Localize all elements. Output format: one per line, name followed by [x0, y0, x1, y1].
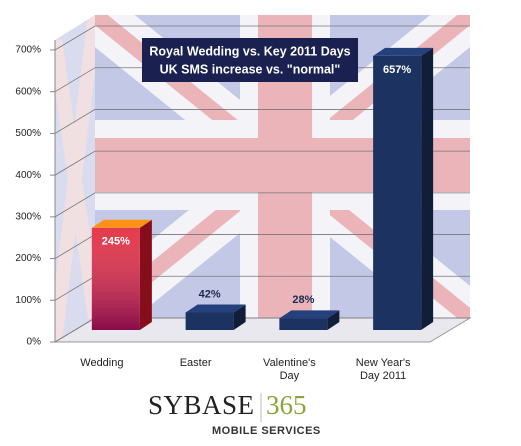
bar-side [421, 47, 434, 331]
y-tick-label: 200% [15, 253, 41, 264]
y-tick-label: 100% [15, 295, 41, 306]
bar-side [327, 310, 340, 330]
title-box [142, 38, 358, 82]
bar [279, 310, 340, 330]
x-tick-label: Valentine's Day [263, 357, 316, 382]
value-label: 28% [292, 294, 314, 306]
y-tick-label: 500% [15, 128, 41, 139]
grid-line [54, 192, 470, 218]
bar [91, 219, 152, 330]
bar [185, 304, 246, 330]
grid-line [54, 109, 470, 134]
y-tick-label: 0% [27, 337, 42, 348]
bars [91, 47, 434, 331]
bar-side [139, 219, 152, 330]
bar-top [373, 47, 434, 56]
bar-front [373, 55, 422, 331]
value-label: 245% [102, 236, 130, 248]
bar-top [185, 304, 246, 313]
bar-shade [91, 227, 140, 330]
brand: SYBASE [148, 390, 255, 420]
y-tick-label: 300% [15, 211, 41, 222]
brand-number: 365 [266, 390, 307, 420]
value-label: 42% [199, 288, 221, 300]
bar-front [185, 312, 234, 330]
bar [373, 47, 434, 331]
y-tick-label: 700% [15, 45, 41, 56]
chart-subtitle: UK SMS increase vs. "normal" [160, 62, 341, 76]
bar-front [279, 318, 328, 330]
bar-top [91, 219, 152, 228]
value-label: 657% [383, 64, 411, 76]
bar-top [279, 310, 340, 319]
chart-title: Royal Wedding vs. Key 2011 Days [149, 44, 350, 58]
y-tick-label: 600% [15, 86, 41, 97]
x-tick-label: New Year's Day 2011 [355, 357, 411, 382]
side-wall [55, 15, 95, 342]
x-tick-label: Wedding [80, 357, 124, 369]
brand-tagline: MOBILE SERVICES [212, 425, 321, 437]
bar-side [233, 304, 246, 330]
y-tick-label: 400% [15, 170, 41, 181]
x-tick-label: Easter [179, 357, 212, 369]
grid [50, 25, 470, 343]
grid-line [54, 25, 470, 51]
grid-line [54, 150, 470, 176]
